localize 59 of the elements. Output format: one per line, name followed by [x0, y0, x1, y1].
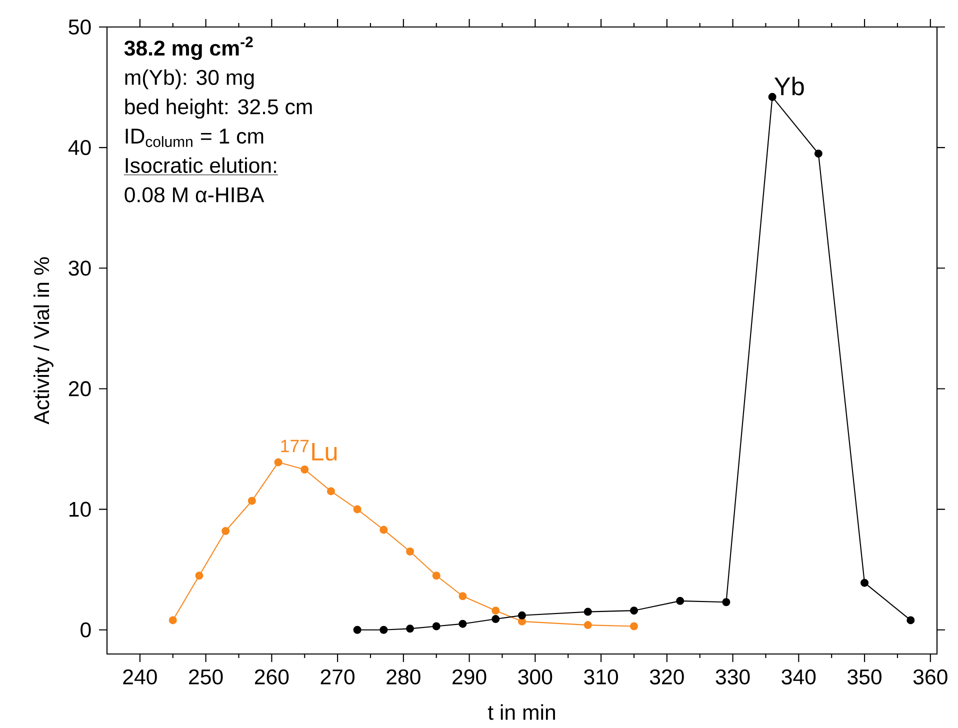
point — [406, 624, 414, 633]
y-tick-label: 40 — [68, 140, 91, 156]
point — [168, 616, 177, 624]
annotation: 0.08 M α-HIBA — [124, 187, 264, 202]
point — [300, 466, 309, 474]
annotation: bed height: 32.5 cm — [125, 98, 312, 119]
x-tick-label: 280 — [386, 669, 420, 684]
point — [326, 487, 335, 496]
point — [406, 547, 414, 556]
point — [630, 622, 638, 630]
x-tick-label: 260 — [254, 669, 289, 684]
point — [518, 611, 526, 620]
point — [195, 572, 204, 580]
point — [248, 496, 256, 505]
x-tick-label: 330 — [716, 669, 750, 684]
point — [814, 150, 822, 158]
y-tick-label: 30 — [68, 260, 91, 276]
point — [584, 608, 592, 616]
y-tick-label: 20 — [68, 381, 91, 396]
point — [222, 527, 230, 536]
point — [274, 458, 282, 466]
point — [630, 606, 638, 615]
y-axis-title: Activity / Vial in % — [34, 257, 54, 424]
point — [584, 621, 592, 630]
point — [458, 592, 467, 600]
text: 38.2 mg cm$^{-2}$ — [124, 36, 253, 60]
x-tick-label: 320 — [650, 669, 684, 684]
point — [458, 620, 467, 628]
y-tick-label: 10 — [70, 502, 91, 517]
point — [432, 622, 440, 630]
point — [353, 505, 362, 514]
x-tick-label: 250 — [189, 669, 223, 684]
point — [380, 526, 388, 534]
x-tick-label: 290 — [452, 669, 486, 684]
x-tick-label: 360 — [913, 669, 948, 684]
x-tick-label: 350 — [848, 669, 882, 684]
annotation: Isocratic elution: — [126, 157, 276, 174]
annotation: ID$_{column}$ = 1 cm — [126, 128, 264, 148]
point — [492, 606, 500, 615]
point — [676, 596, 684, 605]
x-axis-title: t in min — [488, 704, 555, 720]
x-tick-label: 240 — [123, 669, 157, 684]
annotation: m(Yb): 30 mg — [125, 69, 254, 90]
point — [906, 616, 915, 624]
x-tick-label: 310 — [584, 669, 618, 684]
point — [492, 615, 500, 624]
point — [353, 626, 362, 634]
x-tick-label: 340 — [782, 669, 816, 684]
point — [860, 578, 869, 587]
series-label: $^{177}$Lu — [281, 440, 337, 461]
point — [722, 598, 730, 606]
x-tick-label: 300 — [518, 669, 552, 684]
point — [432, 572, 440, 580]
x-tick-label: 270 — [320, 669, 355, 684]
point — [380, 626, 388, 634]
series-label: Yb — [774, 76, 804, 96]
point — [768, 92, 776, 101]
y-tick-label: 50 — [68, 19, 91, 35]
y-tick-label: 0 — [80, 622, 91, 638]
